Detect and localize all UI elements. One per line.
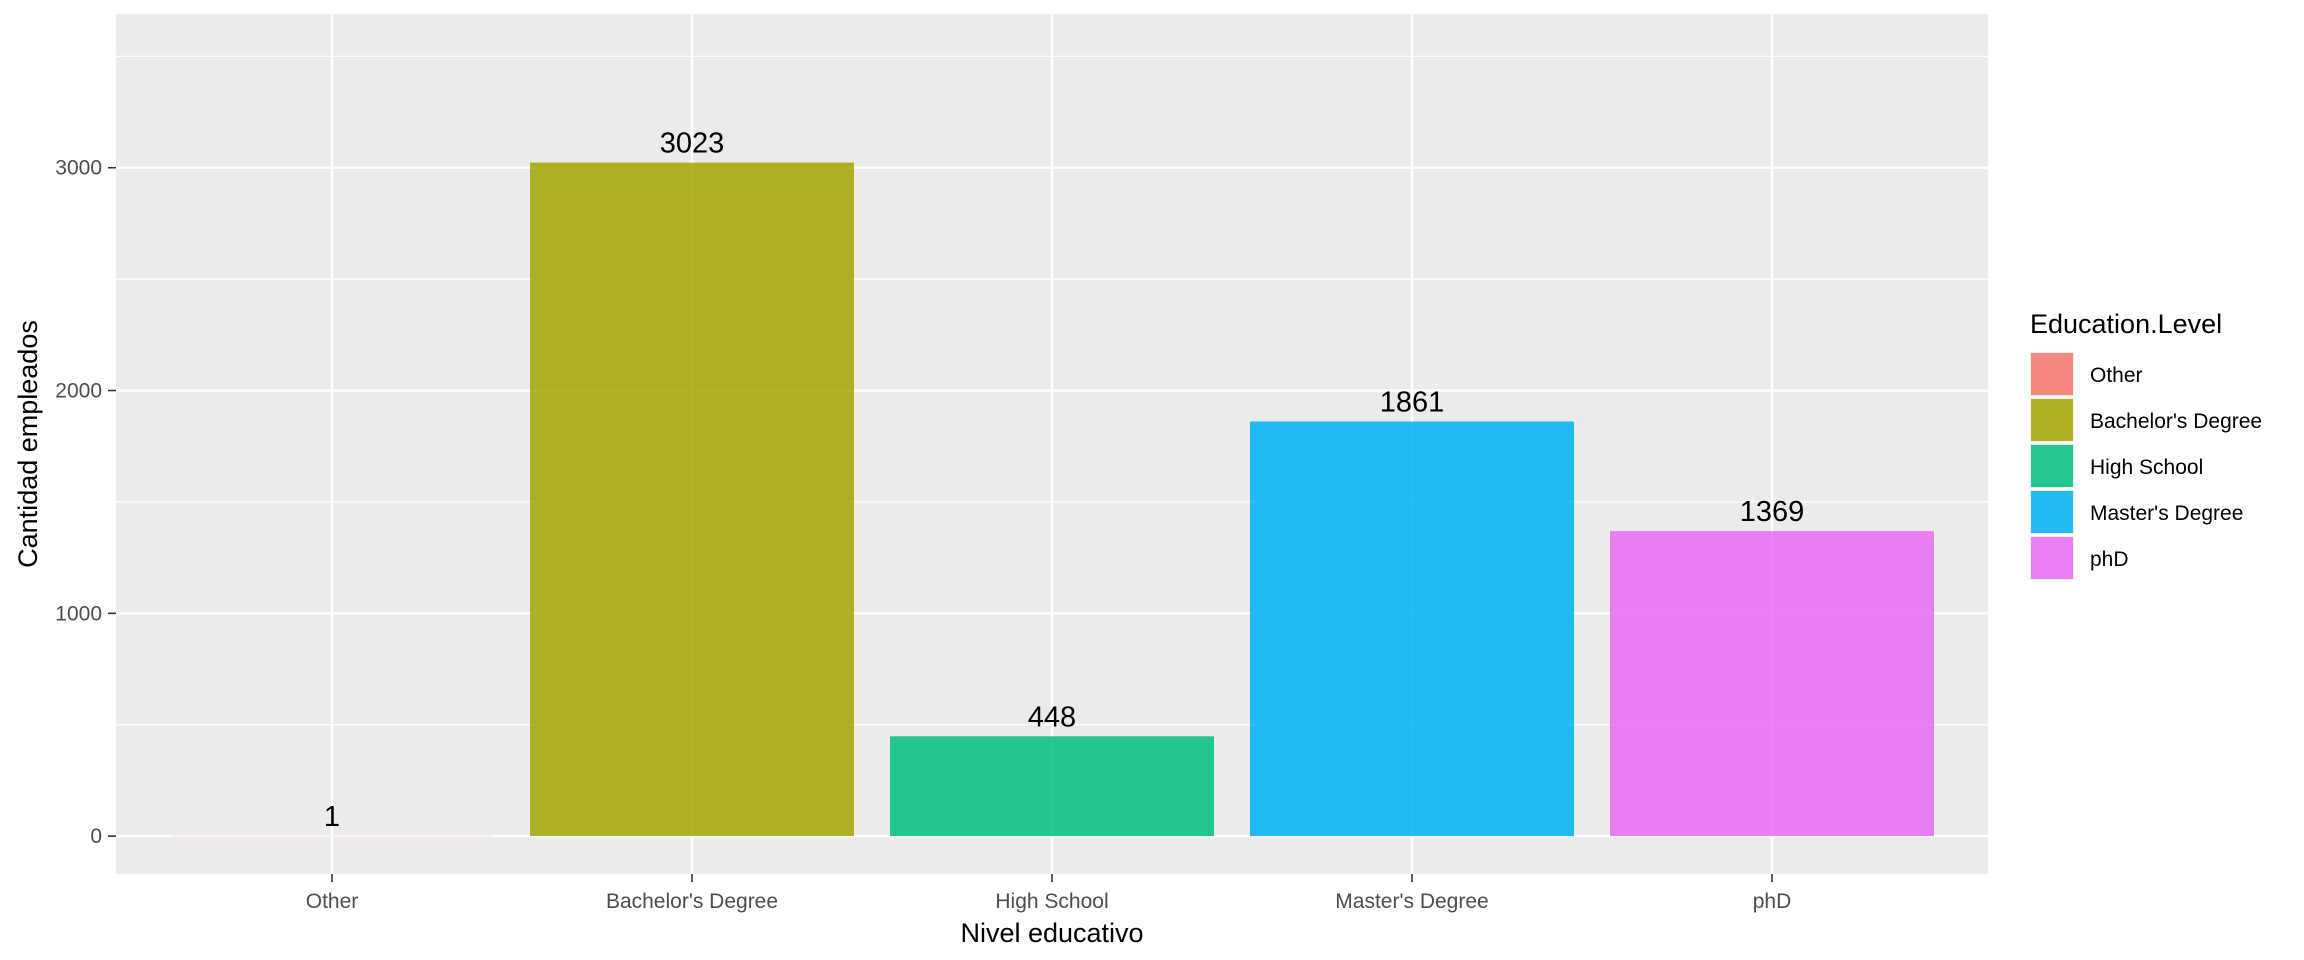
- x-tick-label: Bachelor's Degree: [606, 890, 778, 913]
- bar: [890, 736, 1214, 837]
- legend-label: Bachelor's Degree: [2090, 410, 2262, 433]
- legend: Education.Level Other Bachelor's Degree Hi…: [2030, 309, 2262, 580]
- x-axis: Other Bachelor's Degree High School Master'…: [306, 874, 1792, 913]
- y-axis: 0 1000 2000 3000: [55, 157, 116, 848]
- legend-swatch: [2031, 537, 2073, 579]
- bars: [170, 162, 1934, 837]
- legend-label: High School: [2090, 456, 2203, 479]
- y-tick-label: 0: [90, 825, 102, 848]
- y-axis-title: Cantidad empleados: [13, 320, 43, 568]
- x-tick-label: phD: [1753, 890, 1792, 913]
- data-label: 1369: [1740, 496, 1805, 528]
- y-tick-label: 2000: [55, 380, 102, 403]
- legend-label: Master's Degree: [2090, 502, 2243, 525]
- bar: [1250, 421, 1574, 837]
- legend-label: phD: [2090, 548, 2129, 571]
- legend-swatch: [2031, 491, 2073, 533]
- data-label: 1861: [1380, 386, 1445, 418]
- data-label: 3023: [660, 128, 725, 160]
- legend-swatch: [2031, 353, 2073, 395]
- legend-swatch: [2031, 399, 2073, 441]
- x-tick-label: Other: [306, 890, 359, 913]
- bar: [1610, 531, 1934, 837]
- y-tick-label: 1000: [55, 602, 102, 625]
- data-label: 448: [1028, 701, 1076, 733]
- x-tick-label: High School: [995, 890, 1108, 913]
- legend-items: Other Bachelor's Degree High School Master'…: [2030, 352, 2262, 580]
- x-axis-title: Nivel educativo: [960, 918, 1143, 948]
- legend-label: Other: [2090, 364, 2143, 387]
- data-label: 1: [324, 801, 340, 833]
- legend-title: Education.Level: [2030, 309, 2222, 339]
- legend-swatch: [2031, 445, 2073, 487]
- bar: [530, 162, 854, 837]
- x-tick-label: Master's Degree: [1335, 890, 1488, 913]
- data-labels: 1 3023 448 1861 1369: [324, 128, 1804, 833]
- y-tick-label: 3000: [55, 157, 102, 180]
